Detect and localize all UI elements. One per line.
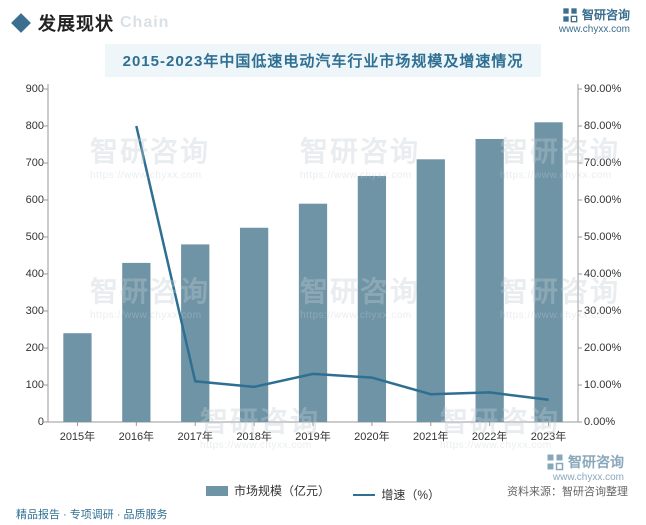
x-tick-label: 2015年: [60, 428, 95, 444]
y-left-tick-label: 400: [0, 268, 44, 280]
y-right-tick-label: 10.00%: [584, 379, 621, 391]
bar: [358, 176, 386, 422]
y-right-tick-label: 30.00%: [584, 305, 621, 317]
bar: [122, 263, 150, 422]
y-left-tick-label: 600: [0, 194, 44, 206]
x-tick-label: 2017年: [177, 428, 212, 444]
bottom-brand-url: www.chyxx.com: [546, 472, 624, 483]
x-tick-label: 2020年: [354, 428, 389, 444]
y-right-tick-label: 60.00%: [584, 194, 621, 206]
y-left-tick-label: 900: [0, 83, 44, 95]
footer: 精品报告 · 专项调研 · 品质服务: [0, 506, 646, 522]
brand-url: www.chyxx.com: [559, 24, 630, 35]
bar: [417, 159, 445, 422]
chart-title-wrap: 2015-2023年中国低速电动汽车行业市场规模及增速情况: [0, 44, 646, 77]
x-tick-label: 2022年: [472, 428, 507, 444]
legend-swatch-line: [353, 494, 375, 496]
chart-title: 2015-2023年中国低速电动汽车行业市场规模及增速情况: [105, 44, 542, 77]
brand-logo-icon: [562, 7, 578, 23]
chart-area: 0 100 200 300 400 500 600 700 800 900 0.00% 10.00% 2…: [0, 77, 646, 482]
brand-name: 智研咨询: [582, 6, 630, 23]
y-left-tick-label: 700: [0, 157, 44, 169]
x-tick-label: 2023年: [531, 428, 566, 444]
bar: [63, 333, 91, 422]
x-tick-label: 2018年: [236, 428, 271, 444]
header-title-cn: 发展现状: [38, 10, 114, 36]
y-right-tick-label: 50.00%: [584, 231, 621, 243]
x-tick-label: 2019年: [295, 428, 330, 444]
chart-svg: [0, 77, 646, 482]
header: 发展现状 Chain 智研咨询 www.chyxx.com: [0, 0, 646, 40]
header-title-en: Chain: [120, 14, 169, 32]
y-right-tick-label: 80.00%: [584, 120, 621, 132]
bar: [299, 204, 327, 422]
y-left-tick-label: 500: [0, 231, 44, 243]
bottom-brand: 智研咨询 www.chyxx.com: [546, 452, 624, 483]
x-tick-label: 2021年: [413, 428, 448, 444]
y-right-tick-label: 90.00%: [584, 83, 621, 95]
footer-left: 精品报告 · 专项调研 · 品质服务: [16, 506, 168, 522]
x-tick-label: 2016年: [119, 428, 154, 444]
bottom-brand-logo-icon: [546, 453, 564, 471]
legend-label-line: 增速（%）: [381, 486, 440, 503]
bar: [240, 228, 268, 422]
legend-item-line: 增速（%）: [353, 486, 440, 503]
y-left-tick-label: 300: [0, 305, 44, 317]
y-right-tick-label: 20.00%: [584, 342, 621, 354]
y-left-tick-label: 100: [0, 379, 44, 391]
legend-item-bar: 市场规模（亿元）: [206, 482, 330, 499]
y-right-tick-label: 0.00%: [584, 416, 615, 428]
y-left-tick-label: 0: [0, 416, 44, 428]
bar: [534, 122, 562, 422]
y-left-tick-label: 800: [0, 120, 44, 132]
y-left-tick-label: 200: [0, 342, 44, 354]
y-right-tick-label: 40.00%: [584, 268, 621, 280]
brand-block: 智研咨询 www.chyxx.com: [559, 6, 630, 35]
bottom-brand-name: 智研咨询: [568, 452, 624, 472]
header-bullet-icon: [11, 13, 31, 33]
legend-swatch-bar: [206, 486, 228, 496]
y-right-tick-label: 70.00%: [584, 157, 621, 169]
source-text: 资料来源：智研咨询整理: [507, 483, 628, 499]
bar: [476, 139, 504, 422]
legend-label-bar: 市场规模（亿元）: [234, 482, 330, 499]
